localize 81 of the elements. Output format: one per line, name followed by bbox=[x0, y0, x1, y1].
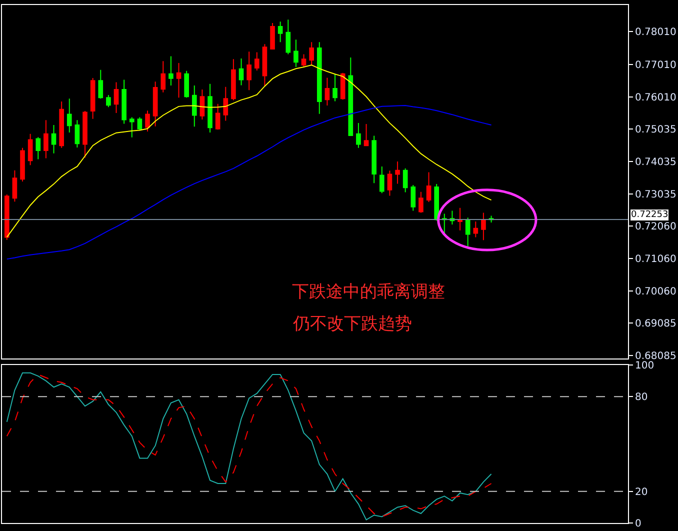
candlestick bbox=[192, 85, 197, 128]
candlestick bbox=[286, 19, 291, 55]
candlestick bbox=[200, 88, 205, 120]
candlestick bbox=[402, 168, 408, 193]
candlestick bbox=[465, 217, 470, 247]
candlestick bbox=[410, 184, 416, 212]
candlestick bbox=[114, 82, 119, 114]
annotation: 下跌途中的乖离调整 bbox=[292, 282, 445, 302]
y-tick-label: 0.75035 bbox=[635, 124, 676, 136]
candlestick bbox=[12, 170, 18, 202]
y-tick-label: 0.72060 bbox=[635, 221, 676, 232]
candlestick bbox=[348, 57, 354, 136]
candlestick bbox=[294, 39, 298, 68]
candlestick bbox=[473, 221, 478, 238]
candlestick bbox=[184, 70, 189, 98]
candlestick bbox=[442, 213, 447, 236]
candlestick bbox=[36, 136, 41, 160]
y-tick-label: 20 bbox=[635, 486, 648, 498]
candlestick bbox=[168, 56, 174, 86]
y-tick-label: 0.78010 bbox=[635, 27, 676, 38]
y-tick-label: 0.69085 bbox=[635, 318, 676, 330]
y-tick-label: 0.70060 bbox=[635, 286, 676, 298]
candlestick bbox=[4, 194, 10, 240]
candlestick bbox=[44, 120, 48, 159]
candlestick bbox=[66, 98, 72, 134]
candlestick bbox=[59, 101, 64, 148]
candlestick bbox=[278, 21, 283, 43]
candlestick bbox=[28, 133, 33, 166]
line-series bbox=[6, 104, 492, 260]
candlestick bbox=[208, 83, 212, 134]
candlestick bbox=[418, 191, 424, 214]
candlestick bbox=[246, 51, 252, 91]
candlestick bbox=[106, 94, 111, 108]
candlestick bbox=[215, 103, 220, 130]
candlestick bbox=[51, 124, 56, 154]
candlestick bbox=[458, 207, 462, 231]
candlestick bbox=[387, 170, 392, 196]
candlestick bbox=[137, 116, 142, 132]
candlestick bbox=[74, 120, 80, 148]
candlestick bbox=[481, 212, 486, 241]
candlestick bbox=[254, 52, 260, 72]
candlestick bbox=[332, 73, 338, 102]
candlestick bbox=[356, 122, 361, 148]
candlestick bbox=[231, 58, 236, 101]
line-series bbox=[6, 64, 492, 238]
y-tick-label: 0.76010 bbox=[635, 92, 676, 104]
candlestick bbox=[434, 184, 439, 222]
y-tick-label: 80 bbox=[635, 392, 648, 404]
candlestick bbox=[129, 116, 134, 138]
candlestick bbox=[262, 44, 268, 86]
candlestick bbox=[238, 58, 244, 86]
candlestick bbox=[20, 147, 25, 182]
candlestick bbox=[301, 54, 306, 68]
candlestick bbox=[176, 62, 182, 98]
annotation: 仍不改下跌趋势 bbox=[292, 314, 412, 334]
ref-line-label: 0.72253 bbox=[631, 210, 668, 220]
candlestick bbox=[316, 42, 322, 114]
candlestick bbox=[309, 42, 314, 66]
candlestick bbox=[98, 69, 104, 100]
candlestick bbox=[426, 172, 432, 202]
candlestick bbox=[364, 124, 369, 146]
candlestick bbox=[145, 110, 150, 132]
y-tick-label: 0.68085 bbox=[635, 350, 676, 362]
candlestick bbox=[340, 72, 346, 100]
candlestick bbox=[152, 81, 158, 127]
candlestick bbox=[82, 110, 88, 158]
y-tick-label: 0.77010 bbox=[635, 60, 676, 71]
candlestick bbox=[372, 135, 376, 184]
y-tick-label: 0 bbox=[635, 518, 642, 530]
candlestick bbox=[90, 78, 96, 120]
candlestick bbox=[395, 161, 400, 184]
y-tick-label: 0.71060 bbox=[635, 254, 676, 265]
candlestick bbox=[379, 166, 384, 194]
candlestick bbox=[270, 22, 275, 50]
candlestick bbox=[324, 77, 330, 106]
y-tick-label: 100 bbox=[635, 360, 654, 372]
candlestick bbox=[223, 86, 228, 122]
y-tick-label: 0.74035 bbox=[635, 156, 676, 168]
candlestick bbox=[122, 79, 126, 124]
y-tick-label: 0.73035 bbox=[635, 190, 676, 200]
candlestick bbox=[160, 60, 166, 93]
